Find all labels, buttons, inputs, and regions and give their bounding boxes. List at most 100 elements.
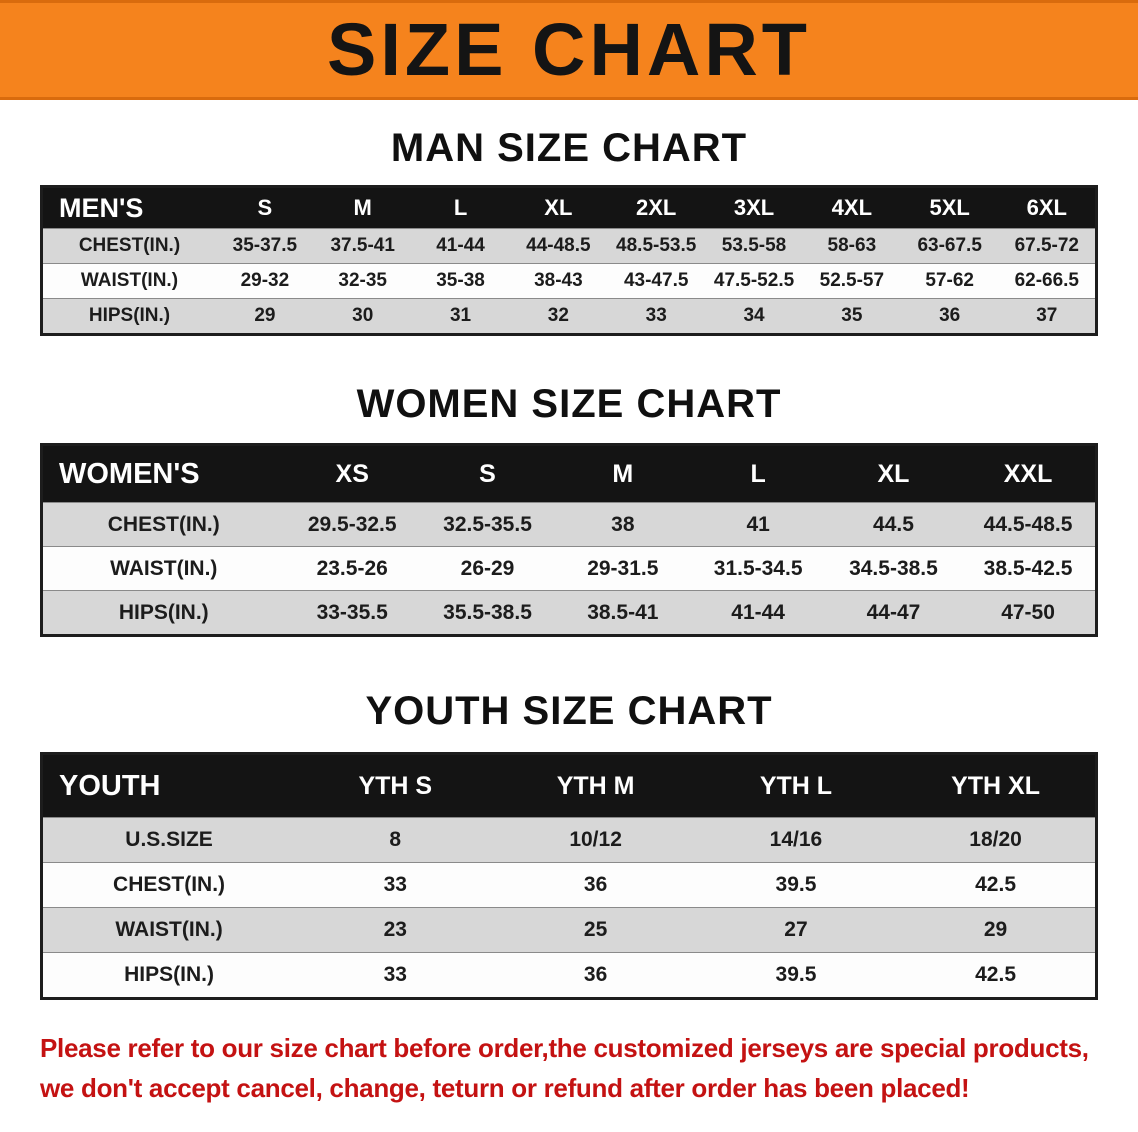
table-cell: 62-66.5 (998, 263, 1097, 299)
table-cell: 44.5 (825, 502, 962, 547)
column-header: XXL (961, 444, 1097, 503)
column-header: XL (825, 444, 962, 503)
table-cell: 33 (295, 862, 496, 908)
table-row: WAIST(IN.) 23 25 27 29 (41, 907, 1097, 953)
men-section-heading: MAN SIZE CHART (390, 126, 748, 170)
column-header: 2XL (607, 186, 706, 229)
table-cell: 53.5-58 (705, 228, 803, 264)
table-cell: 30 (313, 298, 412, 335)
table-cell: 10/12 (495, 817, 696, 863)
row-label: CHEST(IN.) (41, 862, 296, 908)
table-cell: 34 (705, 298, 803, 335)
table-row: HIPS(IN.) 29 30 31 32 33 34 35 36 37 (41, 298, 1097, 335)
column-header: 4XL (802, 186, 901, 229)
table-cell: 42.5 (896, 952, 1097, 999)
table-cell: 14/16 (695, 817, 897, 863)
table-cell: 31 (411, 298, 510, 335)
column-header: YTH S (295, 753, 496, 818)
table-cell: 38.5-41 (555, 590, 691, 636)
table-cell: 57-62 (900, 263, 999, 299)
table-row: WAIST(IN.) 23.5-26 26-29 29-31.5 31.5-34.5 34… (41, 546, 1097, 591)
table-cell: 43-47.5 (607, 263, 706, 299)
column-header: XS (284, 444, 420, 503)
row-label: U.S.SIZE (41, 817, 296, 863)
row-label: HIPS(IN.) (41, 298, 216, 335)
youth-size-table-wrap: YOUTH YTH S YTH M YTH L YTH XL U.S.SIZE 8 10/12… (40, 752, 1098, 1000)
header-row: WOMEN'S XS S M L XL XXL (41, 444, 1097, 503)
women-size-table: WOMEN'S XS S M L XL XXL CHEST(IN.) 29.5-32.5 32.5… (40, 443, 1098, 637)
header-row: MEN'S S M L XL 2XL 3XL 4XL 5XL 6XL (41, 186, 1097, 229)
women-section-heading: WOMEN SIZE CHART (356, 382, 782, 426)
disclaimer-line-2: we don't accept cancel, change, teturn o… (40, 1073, 970, 1104)
table-row: CHEST(IN.) 33 36 39.5 42.5 (41, 862, 1097, 908)
table-cell: 36 (495, 862, 696, 908)
table-cell: 31.5-34.5 (690, 546, 826, 591)
row-label: WAIST(IN.) (41, 263, 216, 299)
table-cell: 29.5-32.5 (284, 502, 420, 547)
column-header: XL (509, 186, 608, 229)
table-cell: 32 (509, 298, 608, 335)
table-cell: 38.5-42.5 (961, 546, 1097, 591)
youth-section-heading: YOUTH SIZE CHART (365, 689, 773, 733)
table-cell: 35 (802, 298, 901, 335)
table-cell: 33 (295, 952, 496, 999)
table-cell: 29 (896, 907, 1097, 953)
table-cell: 67.5-72 (998, 228, 1097, 264)
table-cell: 44-48.5 (509, 228, 608, 264)
youth-size-table: YOUTH YTH S YTH M YTH L YTH XL U.S.SIZE 8 10/12… (40, 752, 1098, 1000)
table-row: CHEST(IN.) 35-37.5 37.5-41 41-44 44-48.5 48.5… (41, 228, 1097, 264)
table-corner-label: MEN'S (41, 186, 216, 229)
table-cell: 38 (555, 502, 691, 547)
table-cell: 37 (998, 298, 1097, 335)
table-cell: 26-29 (419, 546, 556, 591)
women-size-section: WOMEN SIZE CHART WOMEN'S XS S M L XL XXL CHEST(… (0, 382, 1138, 637)
table-corner-label: WOMEN'S (41, 444, 285, 503)
table-cell: 58-63 (802, 228, 901, 264)
table-cell: 23 (295, 907, 496, 953)
table-cell: 36 (495, 952, 696, 999)
table-cell: 44-47 (825, 590, 962, 636)
table-cell: 35.5-38.5 (419, 590, 556, 636)
disclaimer: Please refer to our size chart before or… (0, 1028, 1138, 1109)
table-cell: 48.5-53.5 (607, 228, 706, 264)
table-cell: 29-32 (215, 263, 314, 299)
column-header: YTH L (695, 753, 897, 818)
table-cell: 41-44 (411, 228, 510, 264)
column-header: L (411, 186, 510, 229)
table-cell: 47.5-52.5 (705, 263, 803, 299)
table-cell: 39.5 (695, 862, 897, 908)
table-cell: 8 (295, 817, 496, 863)
table-cell: 39.5 (695, 952, 897, 999)
column-header: YTH XL (896, 753, 1097, 818)
table-cell: 52.5-57 (802, 263, 901, 299)
row-label: HIPS(IN.) (41, 590, 285, 636)
table-cell: 36 (900, 298, 999, 335)
row-label: WAIST(IN.) (41, 546, 285, 591)
table-row: WAIST(IN.) 29-32 32-35 35-38 38-43 43-47.5 47.… (41, 263, 1097, 299)
table-corner-label: YOUTH (41, 753, 296, 818)
table-row: HIPS(IN.) 33 36 39.5 42.5 (41, 952, 1097, 999)
table-cell: 23.5-26 (284, 546, 420, 591)
banner-title: SIZE CHART (327, 8, 811, 91)
column-header: M (555, 444, 691, 503)
header-row: YOUTH YTH S YTH M YTH L YTH XL (41, 753, 1097, 818)
table-cell: 33 (607, 298, 706, 335)
table-cell: 38-43 (509, 263, 608, 299)
table-cell: 18/20 (896, 817, 1097, 863)
table-cell: 37.5-41 (313, 228, 412, 264)
row-label: HIPS(IN.) (41, 952, 296, 999)
column-header: YTH M (495, 753, 696, 818)
table-cell: 41-44 (690, 590, 826, 636)
disclaimer-line-1: Please refer to our size chart before or… (40, 1033, 1089, 1063)
table-cell: 32.5-35.5 (419, 502, 556, 547)
men-size-table-wrap: MEN'S S M L XL 2XL 3XL 4XL 5XL 6XL CHEST(IN.) 35-37… (40, 185, 1098, 336)
column-header: L (690, 444, 826, 503)
column-header: M (313, 186, 412, 229)
table-cell: 35-38 (411, 263, 510, 299)
column-header: 5XL (900, 186, 999, 229)
table-cell: 32-35 (313, 263, 412, 299)
table-cell: 35-37.5 (215, 228, 314, 264)
table-row: U.S.SIZE 8 10/12 14/16 18/20 (41, 817, 1097, 863)
table-cell: 27 (695, 907, 897, 953)
table-cell: 25 (495, 907, 696, 953)
